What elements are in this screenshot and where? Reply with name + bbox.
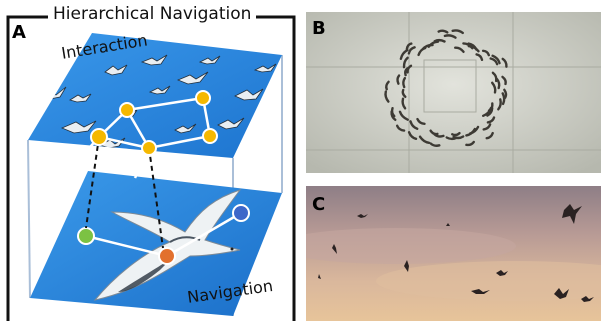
- fish: [497, 98, 502, 111]
- navigation-node-green: [77, 227, 95, 245]
- fish: [491, 81, 497, 94]
- panel-b-photo: B: [306, 12, 601, 173]
- fish: [481, 49, 490, 57]
- fish-school: [384, 29, 508, 147]
- figure-title: Hierarchical Navigation: [48, 4, 257, 24]
- fish: [398, 110, 409, 121]
- fish: [485, 131, 494, 140]
- interaction-node: [202, 128, 218, 144]
- fish: [486, 116, 496, 124]
- fish-school-image: [306, 12, 601, 173]
- fish: [409, 120, 419, 130]
- interaction-nodes: [90, 90, 218, 156]
- fish: [451, 29, 464, 35]
- fish: [402, 76, 407, 89]
- fish: [437, 29, 449, 34]
- fish: [482, 123, 492, 131]
- fish: [406, 64, 413, 74]
- fish: [491, 54, 501, 65]
- fish: [390, 107, 396, 118]
- fish: [465, 140, 475, 147]
- fish: [486, 106, 494, 117]
- fish: [396, 124, 406, 132]
- interaction-plane: [28, 33, 282, 179]
- fish: [407, 46, 416, 55]
- fish: [384, 90, 390, 103]
- interaction-node: [119, 102, 135, 118]
- fish: [418, 135, 431, 144]
- fish: [501, 75, 507, 86]
- fish: [399, 49, 409, 60]
- bird-flock-image: [306, 186, 601, 321]
- fish: [467, 45, 480, 53]
- panel-a-diagram: [27, 33, 283, 316]
- interaction-node: [90, 128, 108, 146]
- fish: [429, 129, 439, 136]
- hierarchy-links: [85, 136, 164, 249]
- fish: [465, 127, 477, 137]
- panel-a: Hierarchical Navigation A: [0, 0, 300, 321]
- fish: [401, 97, 407, 110]
- navigation-node-blue: [232, 204, 250, 222]
- navigation-node-orange: [158, 247, 176, 265]
- panel-c-letter: C: [312, 194, 326, 215]
- fish: [501, 92, 506, 106]
- panel-b-letter: B: [312, 18, 326, 39]
- fish: [416, 117, 426, 125]
- tank-grid: [306, 12, 601, 173]
- fish: [443, 34, 457, 39]
- fish: [396, 74, 401, 85]
- panel-a-frame: [6, 15, 296, 321]
- fish: [407, 131, 418, 140]
- fish: [452, 135, 465, 140]
- interaction-node: [195, 90, 211, 106]
- gull-image: [93, 189, 242, 301]
- fish: [501, 57, 508, 68]
- navigation-edges: [85, 211, 242, 258]
- fish: [489, 57, 499, 66]
- fish: [433, 38, 446, 43]
- fish: [445, 136, 458, 141]
- interaction-node: [141, 140, 157, 156]
- fish: [451, 131, 461, 137]
- fish: [385, 80, 390, 91]
- fish: [429, 142, 441, 147]
- panel-a-letter: A: [12, 22, 26, 43]
- fish: [495, 78, 501, 90]
- fish: [503, 88, 508, 99]
- fish: [482, 106, 493, 117]
- fish: [475, 53, 484, 61]
- navigation-plane: [30, 171, 282, 316]
- panel-c-photo: C: [306, 186, 601, 321]
- fish: [405, 42, 413, 51]
- fish: [454, 46, 465, 53]
- fish: [427, 40, 440, 48]
- fish: [402, 56, 409, 69]
- birds: [318, 204, 594, 302]
- fish: [401, 88, 407, 98]
